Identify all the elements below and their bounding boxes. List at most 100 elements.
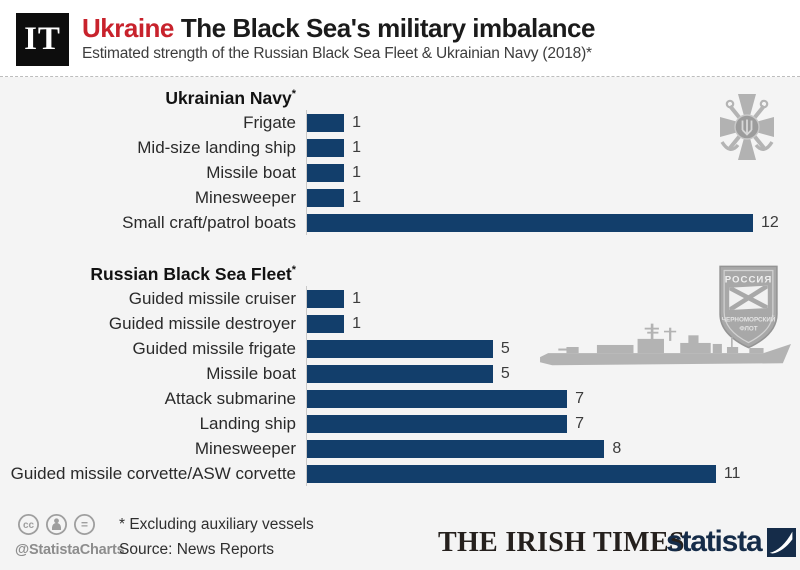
bar [307,113,345,132]
bar [307,364,493,383]
header: IT Ukraine The Black Sea's military imbal… [0,0,800,77]
bar [307,289,345,308]
bar [307,414,568,433]
bar [307,213,753,232]
section-header-row: Russian Black Sea Fleet* [0,262,796,286]
bar-row: Minesweeper 8 [0,436,796,461]
bar-row: Mid-size landing ship 1 [0,135,796,160]
bar-track: 7 [306,411,796,436]
bar-label: Guided missile cruiser [128,288,296,308]
bar-track: 8 [306,436,796,461]
patch-line1-text: ЧЕРНОМОРСКИЙ [722,315,776,324]
bar-track: 1 [306,110,796,135]
bar-track: 5 [306,336,796,361]
bar-value: 1 [352,188,362,206]
bar-track: 1 [306,286,796,311]
statista-mark-icon [767,527,797,557]
svg-text:cc: cc [23,520,35,531]
bar [307,439,605,458]
cc-license-icon: cc [17,513,40,536]
bar-track: 1 [306,311,796,336]
bar-row: Guided missile corvette/ASW corvette 11 [0,461,796,486]
bar [307,138,345,157]
bar-value: 11 [723,464,741,482]
bar [307,464,716,483]
irish-times-wordmark: THE IRISH TIMES [438,527,685,558]
bar-label: Minesweeper [194,187,296,207]
bar-label: Landing ship [199,413,296,433]
irish-times-it-logo: IT [16,13,69,66]
chart-source: Source: News Reports [119,541,275,558]
bar-label: Frigate [243,112,296,132]
section-title: Russian Black Sea Fleet* [90,263,296,284]
bar-value: 8 [612,439,622,457]
bar-track: 7 [306,386,796,411]
bar-label: Guided missile corvette/ASW corvette [10,463,296,483]
chart-subtitle: Estimated strength of the Russian Black … [82,45,592,63]
bar-value: 7 [575,389,585,407]
bar-label: Guided missile frigate [132,338,296,358]
bar-row: Guided missile cruiser 1 [0,286,796,311]
patch-top-text: РОССИЯ [725,275,773,286]
no-derivatives-icon: = [73,513,96,536]
creative-commons-icons: cc = [17,513,96,536]
bar [307,163,345,182]
bar-label: Small craft/patrol boats [122,212,296,232]
chart-title-highlight: Ukraine [82,13,174,43]
statista-logo: statista [666,525,797,559]
chart-footnote: * Excluding auxiliary vessels [119,516,314,533]
section-title: Ukrainian Navy* [165,87,296,108]
bar-row: Missile boat 5 [0,361,796,386]
bar-row: Frigate 1 [0,110,796,135]
bar-track: 1 [306,185,796,210]
bar-value: 5 [500,339,510,357]
chart-section: Ukrainian Navy* Frigate 1 Mid-size landing … [0,86,796,235]
bar [307,339,493,358]
chart-title: Ukraine The Black Sea's military imbalanc… [82,13,595,44]
bar [307,314,345,333]
bar-label: Attack submarine [164,388,296,408]
bar-track: 12 [306,210,796,235]
russian-black-sea-fleet-patch-icon: РОССИЯ ЧЕРНОМОРСКИЙ ФЛОТ [715,263,782,351]
bar-track: 5 [306,361,796,386]
bar-value: 12 [761,213,779,231]
bar-value: 7 [575,414,585,432]
bar-label: Mid-size landing ship [137,137,296,157]
bar [307,188,345,207]
attribution-icon [45,513,68,536]
bar-value: 1 [352,138,362,156]
bar-value: 1 [352,163,362,181]
bar-value: 5 [500,364,510,382]
bar-value: 1 [352,314,362,332]
it-logo-text: IT [24,21,61,57]
statista-charts-handle: @StatistaCharts [15,542,125,558]
bar [307,389,568,408]
bar-label: Guided missile destroyer [108,313,296,333]
bar-track: 1 [306,135,796,160]
bar-label: Minesweeper [194,438,296,458]
ukrainian-navy-emblem-icon [716,91,778,163]
bar-row: Guided missile destroyer 1 [0,311,796,336]
trident-icon [741,119,753,136]
bar-value: 1 [352,113,362,131]
section-header-row: Ukrainian Navy* [0,86,796,110]
bar-track: 1 [306,160,796,185]
bar-row: Attack submarine 7 [0,386,796,411]
svg-text:=: = [81,518,88,532]
bar-row: Missile boat 1 [0,160,796,185]
bar-track: 11 [306,461,796,486]
bar-row: Minesweeper 1 [0,185,796,210]
patch-line2-text: ФЛОТ [739,325,757,332]
bar-row: Landing ship 7 [0,411,796,436]
warship-silhouette-icon [538,320,792,374]
statista-wordmark: statista [666,525,763,558]
bar-label: Missile boat [206,162,296,182]
bar-value: 1 [352,289,362,307]
chart-title-rest: The Black Sea's military imbalance [180,13,596,43]
title-block: Ukraine The Black Sea's military imbalanc… [82,13,595,63]
bar-row: Small craft/patrol boats 12 [0,210,796,235]
chart-section: Russian Black Sea Fleet* Guided missile c… [0,262,796,486]
bar-label: Missile boat [206,363,296,383]
bar-row: Guided missile frigate 5 [0,336,796,361]
